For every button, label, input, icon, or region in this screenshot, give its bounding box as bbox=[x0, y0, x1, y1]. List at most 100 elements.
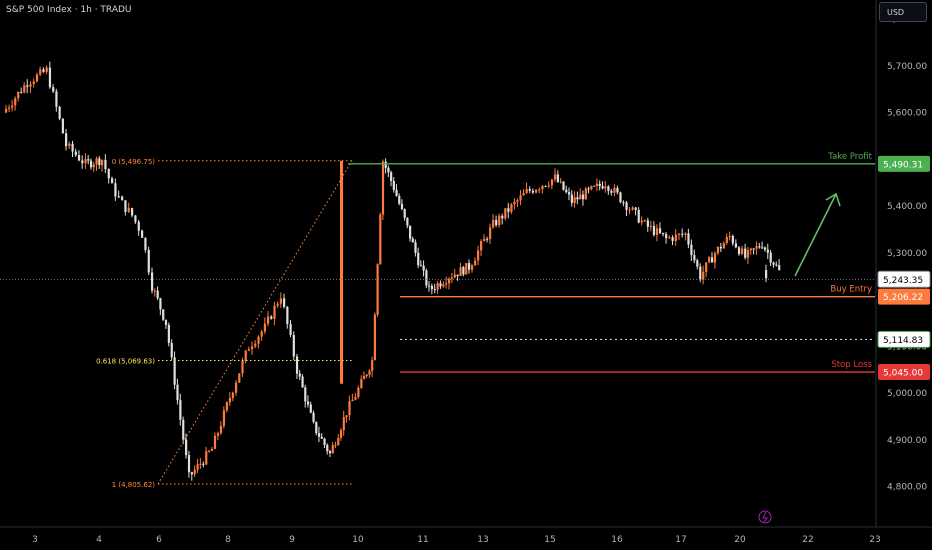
time-axis[interactable]: 3 4 6 8 9 10 11 13 15 16 17 20 22 23 bbox=[0, 510, 932, 545]
candle-body bbox=[462, 267, 465, 275]
candle-body bbox=[616, 187, 619, 193]
candle-body bbox=[392, 181, 395, 190]
candle-body bbox=[674, 234, 677, 241]
candle-body bbox=[453, 274, 456, 278]
candle-body bbox=[677, 233, 681, 235]
candle-body bbox=[483, 238, 486, 242]
time-tick-label: 10 bbox=[352, 535, 364, 545]
time-tick-label: 23 bbox=[869, 535, 880, 545]
candle-body bbox=[471, 265, 474, 270]
marker-level-tag[interactable] bbox=[877, 330, 931, 348]
candle-body bbox=[92, 164, 95, 168]
candle-body bbox=[778, 265, 781, 271]
candle-body bbox=[579, 194, 582, 200]
candle-body bbox=[273, 305, 276, 319]
price-tick-label: 5,700.00 bbox=[887, 62, 927, 72]
candle-body bbox=[182, 419, 185, 440]
candle-body bbox=[725, 236, 728, 244]
candle-body bbox=[528, 189, 531, 191]
candle-body bbox=[373, 314, 376, 361]
candle-body bbox=[39, 69, 42, 75]
candle-body bbox=[193, 469, 196, 475]
candle-body bbox=[381, 161, 385, 215]
candle-body bbox=[576, 197, 579, 200]
candle-body bbox=[598, 183, 601, 187]
candle-body bbox=[190, 472, 193, 475]
time-tick-label: 8 bbox=[225, 535, 231, 545]
candle-body bbox=[254, 343, 257, 347]
candle-body bbox=[531, 190, 535, 193]
candle-body bbox=[522, 193, 525, 196]
price-levels[interactable]: Take Profit Buy Entry Stop Loss bbox=[0, 152, 875, 373]
candle-body bbox=[749, 248, 752, 251]
candle-body bbox=[213, 435, 217, 449]
candle-body bbox=[758, 246, 761, 248]
candle-body bbox=[376, 264, 379, 315]
buy-entry-label: Buy Entry bbox=[830, 285, 872, 295]
buy-entry-tag[interactable] bbox=[878, 288, 930, 305]
candle-body bbox=[107, 169, 110, 179]
stop-loss-tag-text: 5,045.00 bbox=[883, 369, 923, 379]
take-profit-tag[interactable] bbox=[878, 155, 930, 172]
price-axis[interactable]: 5,800.005,700.005,600.005,500.005,400.00… bbox=[875, 0, 931, 527]
price-tick-label: 4,800.00 bbox=[887, 483, 927, 493]
candle-body bbox=[89, 160, 93, 168]
candle-body bbox=[23, 85, 26, 93]
candle-body bbox=[430, 286, 434, 290]
candle-body bbox=[411, 238, 414, 243]
candle-body bbox=[244, 350, 247, 361]
candle-body bbox=[504, 208, 507, 219]
candle-body bbox=[222, 410, 226, 426]
candle-body bbox=[235, 382, 238, 393]
candle-body bbox=[202, 463, 205, 465]
candle-body bbox=[510, 204, 513, 212]
candle-body bbox=[601, 186, 604, 189]
candle-body bbox=[734, 243, 738, 248]
candle-body bbox=[345, 415, 348, 418]
candle-body bbox=[474, 260, 477, 266]
candle-body bbox=[584, 188, 587, 200]
candle-body bbox=[187, 455, 191, 473]
candle-body bbox=[433, 289, 436, 291]
lightning-icon[interactable] bbox=[758, 510, 772, 524]
candle-body bbox=[755, 246, 758, 249]
candle-body bbox=[114, 183, 117, 197]
candle-body bbox=[769, 252, 772, 263]
currency-button[interactable]: USD bbox=[879, 2, 927, 22]
candle-body bbox=[14, 98, 17, 106]
candle-body bbox=[263, 323, 266, 332]
candle-body bbox=[708, 257, 711, 263]
candle-body bbox=[565, 189, 568, 193]
candle-body bbox=[340, 160, 343, 384]
candle-body bbox=[655, 228, 659, 235]
candle-body bbox=[459, 267, 462, 276]
candle-body bbox=[587, 188, 590, 190]
candle-body bbox=[35, 74, 39, 82]
candle-body bbox=[538, 189, 541, 191]
time-tick-label: 13 bbox=[477, 535, 488, 545]
candle-body bbox=[121, 196, 124, 201]
candle-body bbox=[8, 107, 11, 109]
candle-body bbox=[205, 451, 208, 465]
candle-body bbox=[425, 270, 428, 286]
candle-body bbox=[640, 220, 643, 223]
candle-body bbox=[151, 272, 154, 291]
candle-body bbox=[124, 200, 127, 212]
candle-body bbox=[547, 185, 550, 187]
current-price-tag[interactable] bbox=[877, 270, 931, 288]
fib-level-label: 0.618 (5,069.63) bbox=[96, 358, 155, 366]
candle-body bbox=[604, 186, 607, 189]
fibonacci-retracement[interactable]: 0 (5,496.75) 0.618 (5,069.63) 1 (4,805.62) bbox=[96, 158, 353, 489]
fib-trendline[interactable] bbox=[157, 160, 353, 485]
candle-body bbox=[74, 151, 77, 156]
candle-body bbox=[276, 303, 279, 306]
candle-body bbox=[351, 399, 354, 402]
candle-body bbox=[610, 190, 613, 193]
candle-body bbox=[270, 316, 273, 319]
projection-arrow-icon[interactable] bbox=[794, 193, 837, 277]
candle-body bbox=[87, 159, 90, 161]
candle-body bbox=[643, 220, 646, 222]
stop-loss-tag[interactable] bbox=[878, 364, 930, 381]
candle-body bbox=[298, 373, 301, 377]
